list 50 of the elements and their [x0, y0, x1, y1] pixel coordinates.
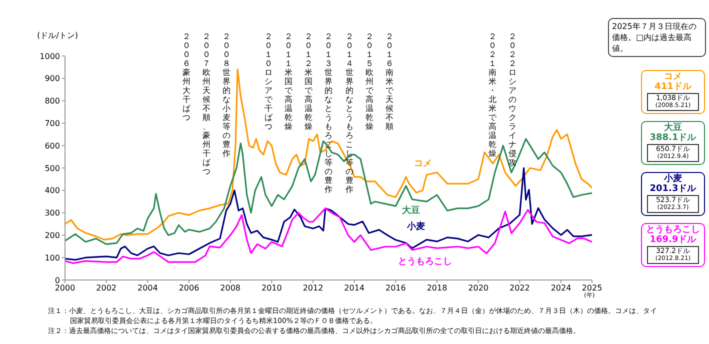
- y-tick-label: 100: [44, 253, 60, 262]
- x-tick-label: 2016: [385, 284, 406, 293]
- x-tick-label: 2010: [261, 284, 282, 293]
- text: 411ドル: [654, 82, 693, 92]
- x-tick-label: 2022: [509, 284, 530, 293]
- y-tick-label: 800: [44, 96, 60, 106]
- text: ２０２１南米・北米で高温乾燥: [488, 32, 496, 158]
- x-tick-label: 2002: [96, 284, 117, 293]
- text: 201.3ドル: [648, 184, 698, 194]
- text: コメ: [664, 72, 682, 82]
- series-label: コメ: [414, 158, 432, 170]
- x-tick-label: 2024: [550, 284, 572, 293]
- y-tick-label: 600: [44, 141, 60, 150]
- y-axis-title: (ドル/トン): [37, 30, 78, 41]
- y-tick-label: 500: [44, 164, 60, 173]
- text: とうもろこし: [646, 225, 700, 235]
- x-tick-label: 2020: [468, 284, 489, 293]
- line-series: [65, 68, 592, 240]
- text: ２０１６南米で天候不順: [386, 32, 394, 131]
- text: ２００８世界的な小麦等の豊作: [222, 32, 230, 158]
- x-tick-label: 2025: [582, 284, 602, 293]
- y-tick-label: 700: [44, 119, 60, 128]
- y-tick-label: 300: [44, 208, 60, 218]
- series-label: とうもろこし: [398, 256, 452, 268]
- text: 169.9ドル: [648, 235, 698, 245]
- x-tick-label: 2006: [178, 284, 200, 293]
- text: ２００７欧州天候不順、豪州干ばつ: [202, 32, 210, 176]
- text: ２００６豪州大干ばつ: [182, 32, 190, 122]
- y-tick-label: 1000: [40, 52, 60, 61]
- y-tick-label: 200: [44, 231, 60, 240]
- text: 388.1ドル: [648, 133, 698, 143]
- x-tick-label: 2008: [220, 284, 241, 293]
- x-tick-label: 2014: [344, 284, 365, 293]
- text: ２０１５欧州で高温乾燥: [366, 32, 374, 131]
- text: ２０１０ロシアで干ばつ: [264, 32, 272, 131]
- y-tick-label: 900: [44, 74, 60, 84]
- y-tick-label: 0: [54, 276, 60, 285]
- text: 大豆: [664, 123, 682, 133]
- series-label: 大豆: [402, 204, 420, 217]
- x-tick-label: 2004: [137, 284, 158, 293]
- text: ２０１１米国で高温乾燥: [284, 32, 292, 131]
- x-tick-label: 2018: [426, 284, 448, 293]
- text: ２０１２米国で高温乾燥: [304, 32, 312, 131]
- line-series: [65, 138, 592, 245]
- text: 2025年７月３日現在の価格。□内は過去最高値。: [608, 18, 706, 57]
- x-tick-label: 2000: [54, 284, 76, 293]
- y-tick-label: 400: [44, 186, 60, 196]
- text: 小麦: [664, 174, 682, 184]
- x-tick-label: 2012: [302, 284, 324, 293]
- series-label: 小麦: [407, 220, 425, 233]
